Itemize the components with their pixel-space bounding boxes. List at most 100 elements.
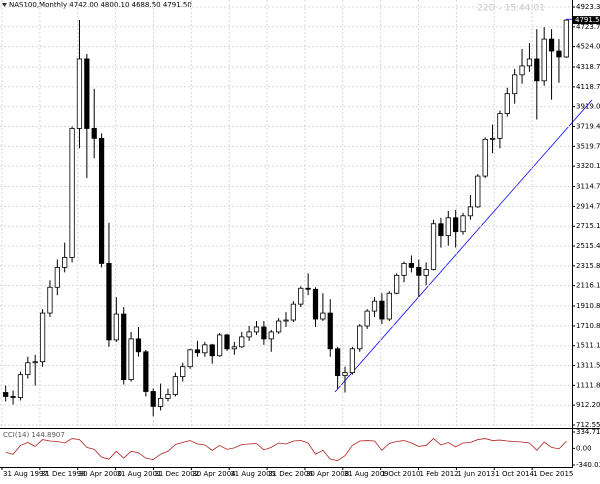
x-tick-label: 1 Jun 2013 — [457, 470, 495, 478]
y-tick-label: 2515.45 — [576, 242, 600, 250]
candle-body — [135, 338, 142, 353]
candle-body — [489, 137, 496, 140]
x-tick-label: 1 Feb 2012 — [420, 470, 459, 478]
candle-body — [224, 334, 230, 350]
candle-body — [106, 263, 112, 341]
candle-body — [416, 267, 422, 276]
y-tick-label: 912.20 — [576, 401, 600, 409]
candle-body — [39, 312, 46, 363]
candle-body — [54, 267, 60, 288]
candle-body — [342, 372, 348, 377]
candle-body — [143, 351, 149, 392]
y-tick-label: 712.55 — [576, 421, 600, 429]
trend-line — [334, 99, 593, 393]
x-tick-label: 1 Dec 2015 — [533, 470, 573, 478]
candle-body — [17, 374, 24, 398]
candle-body — [202, 344, 208, 354]
candle-body — [371, 300, 378, 312]
y-tick-label: 3320.10 — [576, 162, 600, 170]
candle-body — [512, 74, 518, 95]
x-tick-label: 31 Dec 1998 — [41, 470, 86, 478]
x-tick-label: 30 Apr 2004 — [192, 470, 236, 478]
candle-body — [3, 392, 9, 397]
candle-body — [157, 398, 164, 407]
candle-body — [276, 320, 282, 333]
candle-body — [401, 263, 407, 276]
y-tick-label: 1111.85 — [576, 381, 600, 389]
candle-body — [246, 331, 252, 338]
x-tick-label: 31 Aug 2009 — [344, 470, 389, 478]
indicator-tick-label: -340.0324 — [576, 461, 600, 469]
y-tick-label: 1910.80 — [576, 302, 600, 310]
candle-body — [305, 287, 311, 290]
candle-body — [430, 223, 437, 270]
candle-body — [379, 300, 385, 320]
candle-body — [349, 348, 356, 374]
y-tick-label: 1511.15 — [576, 342, 600, 350]
candle-body — [253, 326, 260, 333]
candle-body — [298, 287, 304, 305]
x-tick-label: 31 Aug 1997 — [3, 470, 48, 478]
y-tick-label: 4723.70 — [576, 23, 600, 31]
candle-body — [113, 313, 119, 341]
x-tick-label: 31 Aug 2005 — [230, 470, 275, 478]
candle-body — [98, 137, 105, 264]
candle-body — [327, 312, 333, 350]
y-tick-label: 1311.50 — [576, 362, 600, 370]
candle-body — [357, 325, 363, 350]
candle-body — [320, 312, 326, 320]
candle-body — [460, 215, 466, 233]
candle-body — [283, 319, 289, 322]
candle-body — [84, 58, 90, 129]
indicator-label: CCI(14) 144.8907 — [3, 431, 65, 439]
candle-body — [216, 334, 223, 357]
y-tick-label: 2315.80 — [576, 262, 600, 270]
candle-body — [335, 348, 341, 377]
y-tick-label: 3919.05 — [576, 103, 600, 111]
candle-body — [10, 396, 16, 398]
candle-body — [172, 376, 178, 395]
y-tick-label: 4524.05 — [576, 43, 600, 51]
candle-body — [541, 38, 547, 82]
candle-body — [290, 303, 296, 321]
candle-body — [231, 346, 237, 350]
candle-body — [438, 223, 444, 237]
candle-body — [519, 65, 525, 76]
y-tick-label: 2116.15 — [576, 282, 600, 290]
candle-body — [475, 175, 481, 208]
x-tick-label: 31 Dec 2006 — [268, 470, 313, 478]
indicator-tick-label: 0.00 — [576, 444, 592, 452]
candle-body — [467, 206, 474, 217]
candle-body — [187, 349, 193, 368]
candle-body — [150, 391, 156, 407]
candle-body — [209, 344, 215, 357]
candle-body — [394, 274, 400, 294]
candle-body — [497, 113, 503, 139]
candle-body — [526, 58, 533, 67]
candle-body — [548, 38, 555, 52]
candle-body — [69, 128, 75, 258]
candle-body — [121, 313, 127, 380]
candle-body — [445, 217, 451, 237]
last-price-label: 4791.50 — [575, 16, 600, 24]
candle-body — [268, 331, 274, 340]
candle-body — [364, 310, 370, 327]
candle-body — [386, 292, 392, 320]
y-tick-label: 3519.75 — [576, 142, 600, 150]
y-tick-label: 4923.35 — [576, 3, 600, 11]
candle-body — [128, 338, 134, 380]
candle-body — [239, 336, 245, 348]
candle-body — [453, 217, 459, 233]
candle-body — [261, 326, 267, 340]
candle-body — [25, 362, 31, 376]
y-tick-label: 1710.80 — [576, 322, 600, 330]
candle-body — [62, 257, 68, 268]
candle-body — [408, 263, 415, 268]
y-tick-label: 2914.75 — [576, 202, 600, 210]
indicator-tick-label: 334.7168 — [576, 428, 600, 436]
y-tick-label: 2715.10 — [576, 222, 600, 230]
x-tick-label: 31 Dec 2002 — [154, 470, 199, 478]
last-price-tag — [573, 16, 600, 25]
candle-body — [534, 58, 540, 82]
